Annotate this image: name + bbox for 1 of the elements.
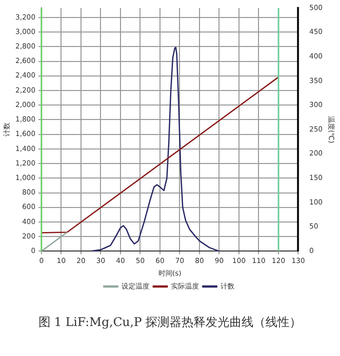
- caption: 图 1 LiF:Mg,Cu,P 探测器热释发光曲线（线性）: [37, 314, 303, 331]
